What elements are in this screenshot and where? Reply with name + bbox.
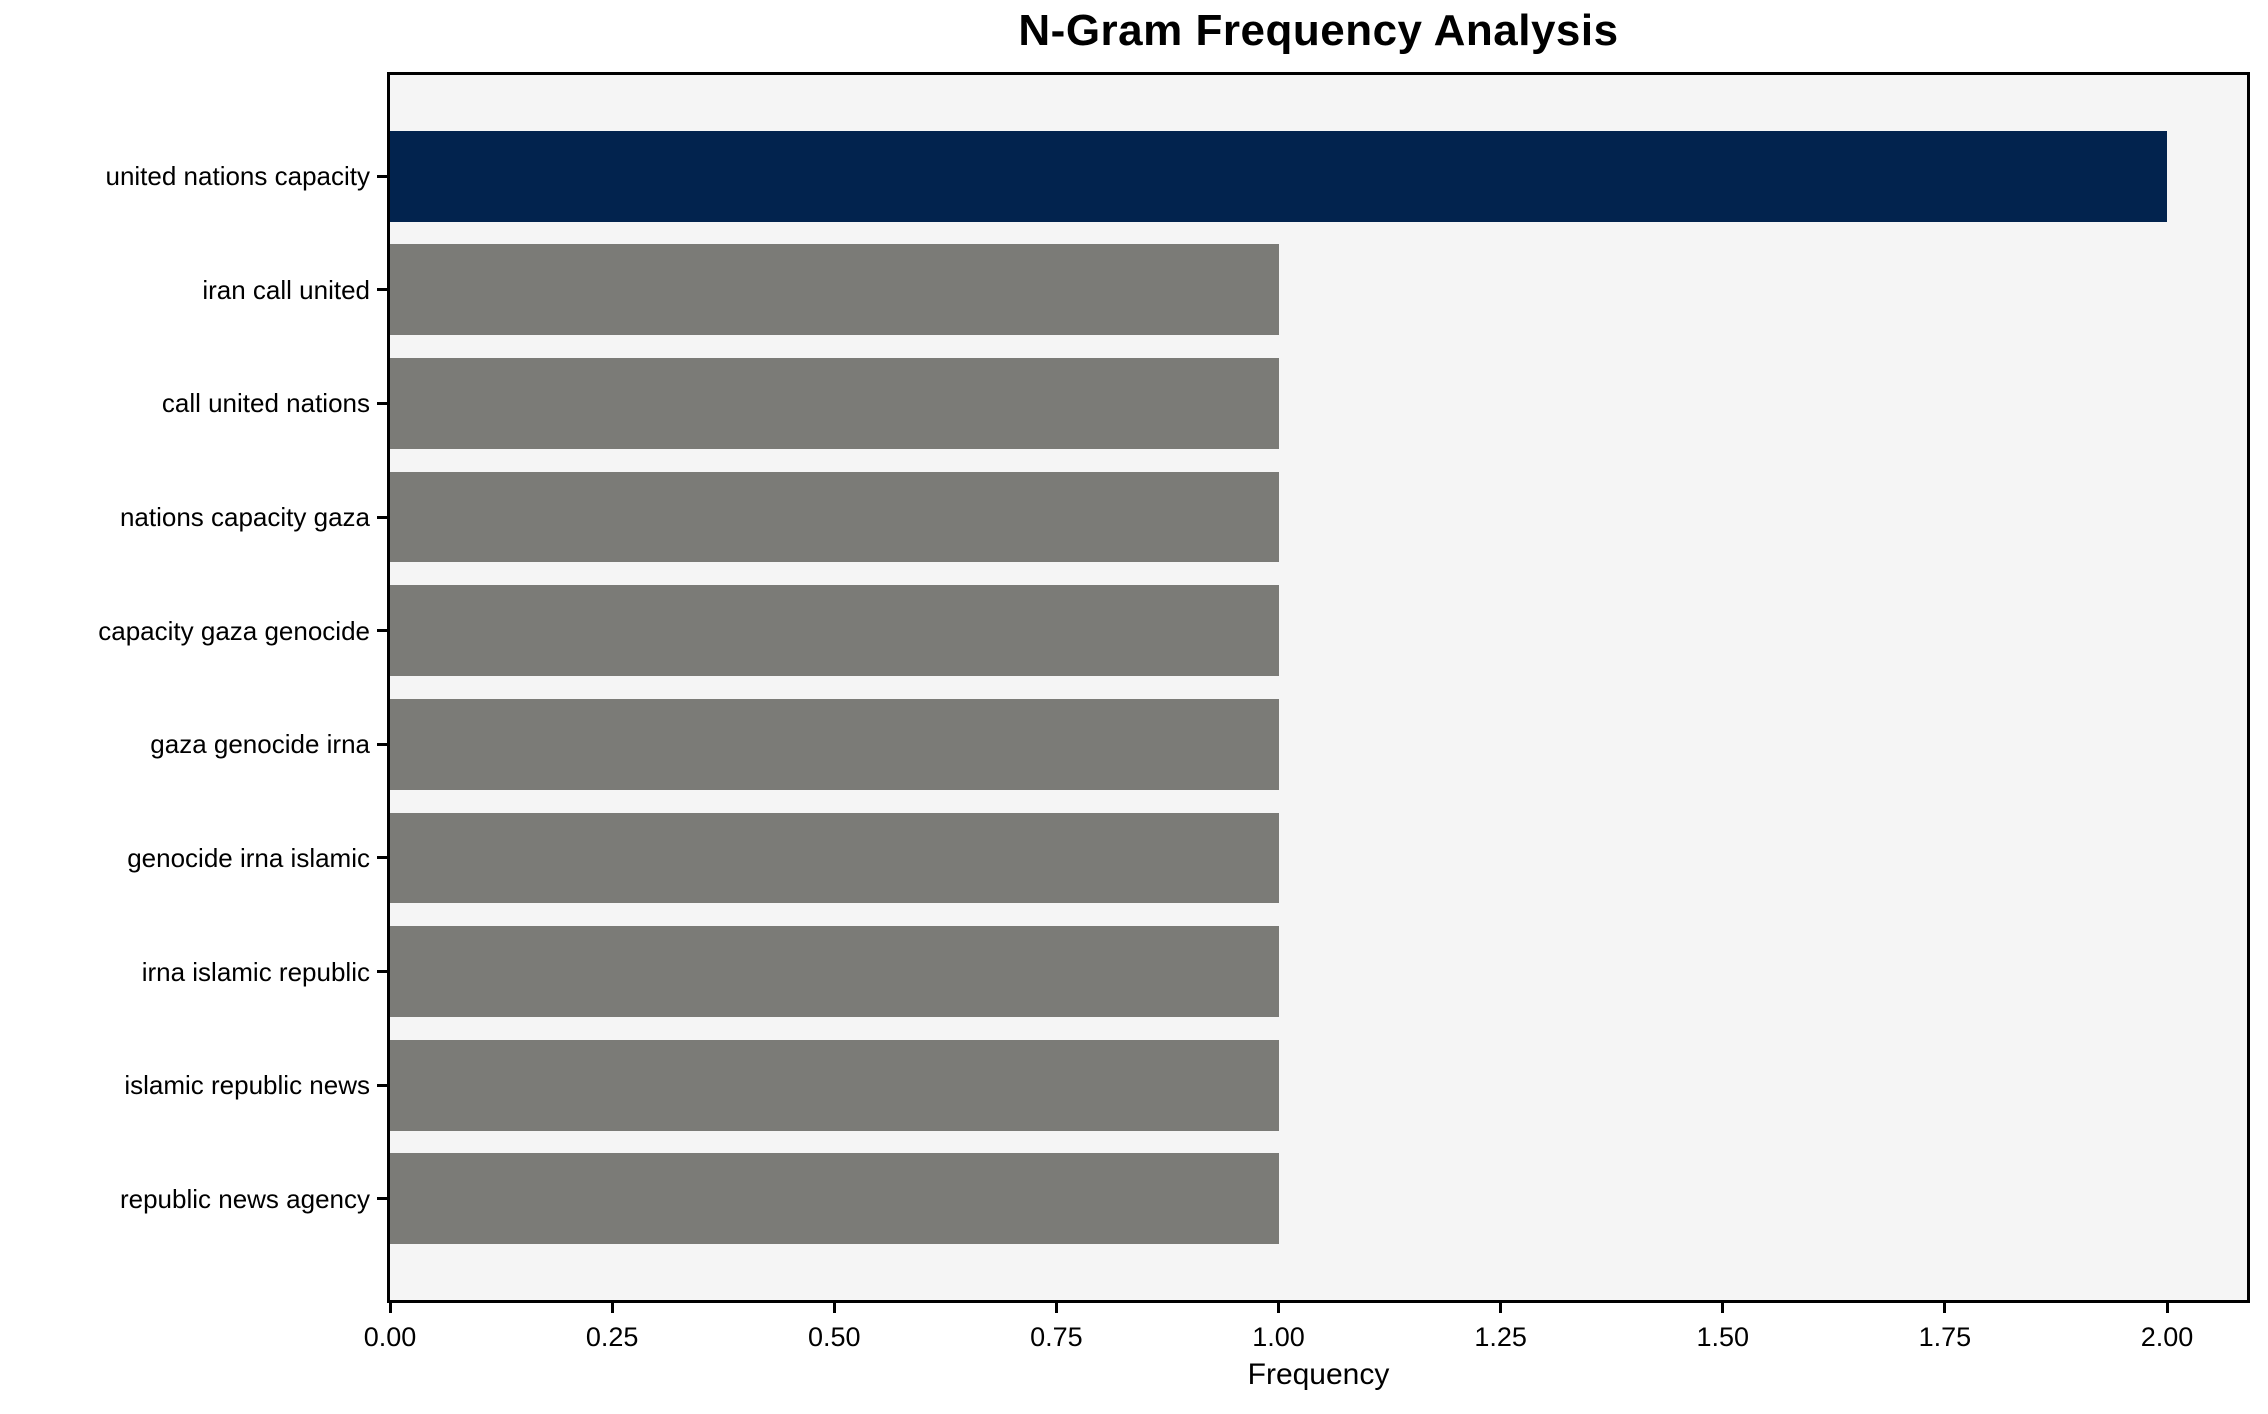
bar [390, 1039, 1279, 1131]
x-tick-label: 0.50 [807, 1322, 861, 1352]
x-tick-label: 0.75 [1030, 1322, 1083, 1352]
x-tick-label: 1.25 [1474, 1322, 1527, 1352]
bar [390, 244, 1279, 336]
y-tick-label: iran call united [202, 274, 370, 305]
y-tick-label: genocide irna islamic [127, 842, 370, 873]
x-tick-mark [1943, 1303, 1947, 1313]
y-tick-label: call united nations [161, 388, 370, 419]
x-tick-mark [1499, 1303, 1503, 1313]
bar [390, 698, 1279, 790]
chart-title: N-Gram Frequency Analysis [1018, 6, 1619, 55]
y-tick-mark [377, 1197, 387, 1201]
y-tick-label: islamic republic news [124, 1070, 370, 1101]
x-tick-mark [388, 1303, 392, 1313]
bar [390, 585, 1279, 677]
x-tick-label: 2.00 [2140, 1322, 2194, 1352]
x-tick-label: 1.50 [1696, 1322, 1750, 1352]
y-tick-mark [377, 629, 387, 633]
y-tick-mark [377, 401, 387, 405]
y-tick-label: irna islamic republic [141, 956, 370, 987]
bar [390, 471, 1279, 563]
bar [390, 926, 1279, 1018]
y-tick-label: united nations capacity [105, 161, 370, 192]
x-tick-label: 1.75 [1918, 1322, 1972, 1352]
x-tick-label: 1.00 [1252, 1322, 1305, 1352]
y-tick-mark [377, 515, 387, 519]
y-tick-mark [377, 856, 387, 860]
bar [390, 130, 2168, 222]
bar [390, 1153, 1279, 1245]
y-tick-label: gaza genocide irna [150, 729, 370, 760]
y-tick-mark [377, 742, 387, 746]
x-tick-mark [1277, 1303, 1281, 1313]
x-tick-mark [832, 1303, 836, 1313]
x-tick-label: 0.25 [585, 1322, 639, 1352]
x-axis-label: Frequency [1247, 1358, 1390, 1391]
bar [390, 812, 1279, 904]
y-tick-mark [377, 174, 387, 178]
y-tick-label: capacity gaza genocide [98, 615, 370, 646]
x-tick-mark [610, 1303, 614, 1313]
x-tick-mark [2165, 1303, 2169, 1313]
y-tick-mark [377, 1083, 387, 1087]
y-tick-label: nations capacity gaza [119, 502, 370, 533]
y-tick-mark [377, 970, 387, 974]
y-tick-label: republic news agency [119, 1183, 370, 1214]
plot-area: united nations capacity iran call united c… [98, 72, 2250, 1313]
x-tick-mark [1054, 1303, 1058, 1313]
y-tick-mark [377, 288, 387, 292]
x-tick-label: 0.00 [363, 1322, 417, 1352]
bar [390, 357, 1279, 449]
x-tick-mark [1721, 1303, 1725, 1313]
